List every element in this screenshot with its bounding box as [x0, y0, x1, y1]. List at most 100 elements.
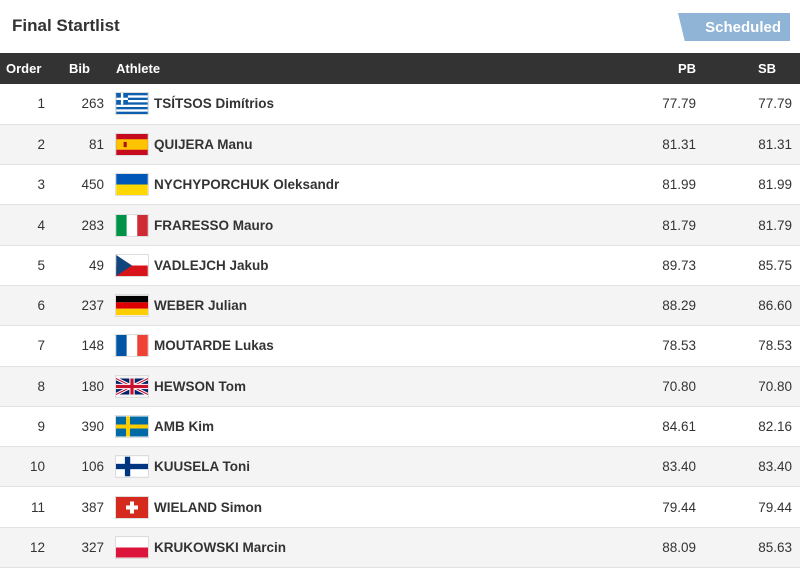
bib-cell: 263	[81, 96, 104, 112]
table-row[interactable]: 9 390 AMB Kim 84.61 82.16	[0, 406, 800, 447]
table-row[interactable]: 10 106 KUUSELA Toni 83.40 83.40	[0, 446, 800, 487]
athlete-cell: FRARESSO Mauro	[114, 205, 586, 245]
table-row[interactable]: 4 283 FRARESSO Mauro 81.79 81.79	[0, 204, 800, 246]
table-row[interactable]: 6 237 WEBER Julian 88.29 86.60	[0, 285, 800, 326]
pb-cell: 70.80	[662, 378, 696, 394]
pb-cell: 78.53	[662, 338, 696, 354]
athlete-name[interactable]: HEWSON Tom	[154, 378, 246, 394]
pb-cell: 88.09	[662, 539, 696, 555]
table-row[interactable]: 11 387 WIELAND Simon 79.44 79.44	[0, 486, 800, 528]
sb-cell: 82.16	[758, 419, 792, 435]
athlete-name[interactable]: KRUKOWSKI Marcin	[154, 539, 287, 555]
startlist-table: Order Bib Athlete PB SB 1 263 TSÍTSOS Dimí…	[0, 53, 800, 568]
table-row[interactable]: 5 49 VADLEJCH Jakub 89.73 85.75	[0, 245, 800, 286]
sb-cell: 81.31	[758, 136, 792, 152]
athlete-name[interactable]: WEBER Julian	[154, 298, 248, 314]
bib-cell: 148	[81, 338, 104, 354]
athlete-name[interactable]: FRARESSO Mauro	[154, 217, 274, 233]
status-badge: Scheduled	[678, 13, 790, 41]
italy-flag-icon	[116, 214, 148, 236]
row-action-cell	[792, 84, 800, 124]
column-header-actions	[792, 53, 800, 84]
athlete-name[interactable]: QUIJERA Manu	[154, 136, 253, 152]
order-cell: 9	[37, 419, 45, 435]
row-action-cell	[792, 245, 800, 285]
order-cell: 8	[37, 378, 45, 394]
bib-cell: 387	[81, 499, 104, 515]
pb-cell: 79.44	[662, 499, 696, 515]
sb-cell: 85.63	[758, 539, 792, 555]
sb-cell: 70.80	[758, 378, 792, 394]
bib-cell: 180	[81, 378, 104, 394]
order-cell: 12	[29, 539, 45, 555]
athlete-cell: QUIJERA Manu	[114, 124, 586, 164]
pb-cell: 81.31	[662, 136, 696, 152]
spain-flag-icon	[116, 133, 148, 155]
row-action-cell	[792, 165, 800, 205]
order-cell: 2	[37, 136, 45, 152]
sweden-flag-icon	[116, 416, 148, 437]
switzerland-flag-icon	[116, 496, 148, 518]
athlete-name[interactable]: AMB Kim	[154, 419, 214, 435]
pb-cell: 89.73	[662, 257, 696, 273]
ukraine-flag-icon	[116, 174, 148, 196]
athlete-cell: KRUKOWSKI Marcin	[114, 527, 586, 567]
athlete-cell: VADLEJCH Jakub	[114, 245, 586, 285]
order-cell: 1	[37, 96, 45, 112]
startlist-header: Final Startlist Scheduled	[0, 0, 800, 53]
table-row[interactable]: 2 81 QUIJERA Manu 81.31 81.31	[0, 124, 800, 165]
athlete-cell: AMB Kim	[114, 406, 586, 446]
column-header-athlete[interactable]: Athlete	[116, 61, 161, 76]
order-cell: 6	[37, 298, 45, 314]
athlete-name[interactable]: TSÍTSOS Dimítrios	[154, 96, 275, 112]
order-cell: 10	[29, 459, 45, 475]
athlete-cell: NYCHYPORCHUK Oleksandr	[114, 165, 586, 205]
athlete-name[interactable]: VADLEJCH Jakub	[154, 257, 269, 273]
row-action-cell	[792, 527, 800, 567]
pb-cell: 81.79	[662, 217, 696, 233]
column-header-sb[interactable]: SB	[757, 61, 776, 76]
poland-flag-icon	[116, 537, 148, 558]
athlete-name[interactable]: KUUSELA Toni	[154, 459, 250, 475]
bib-cell: 327	[81, 539, 104, 555]
bib-cell: 283	[81, 217, 104, 233]
row-action-cell	[792, 326, 800, 366]
athlete-name[interactable]: WIELAND Simon	[154, 499, 262, 515]
great-britain-flag-icon	[116, 376, 148, 397]
table-row[interactable]: 12 327 KRUKOWSKI Marcin 88.09 85.63	[0, 527, 800, 568]
table-row[interactable]: 3 450 NYCHYPORCHUK Oleksandr 81.99 81.99	[0, 164, 800, 205]
column-header-order[interactable]: Order	[6, 61, 42, 76]
table-row[interactable]: 8 180 HEWSON Tom 70.80 70.80	[0, 366, 800, 407]
sb-cell: 85.75	[758, 257, 792, 273]
table-row[interactable]: 1 263 TSÍTSOS Dimítrios 77.79 77.79	[0, 84, 800, 125]
bib-cell: 450	[81, 177, 104, 193]
pb-cell: 88.29	[662, 298, 696, 314]
table-row[interactable]: 7 148 MOUTARDE Lukas 78.53 78.53	[0, 325, 800, 367]
athlete-cell: KUUSELA Toni	[114, 447, 586, 487]
athlete-cell: WEBER Julian	[114, 285, 586, 325]
athlete-name[interactable]: MOUTARDE Lukas	[154, 338, 274, 354]
row-action-cell	[792, 285, 800, 325]
bib-cell: 106	[81, 459, 104, 475]
athlete-name[interactable]: NYCHYPORCHUK Oleksandr	[154, 177, 340, 193]
order-cell: 7	[37, 338, 45, 354]
row-action-cell	[792, 406, 800, 446]
column-header-pb[interactable]: PB	[677, 61, 696, 76]
sb-cell: 86.60	[758, 298, 792, 314]
row-action-cell	[792, 447, 800, 487]
pb-cell: 81.99	[662, 177, 696, 193]
bib-cell: 237	[81, 298, 104, 314]
pb-cell: 77.79	[662, 96, 696, 112]
pb-cell: 83.40	[662, 459, 696, 475]
column-header-bib[interactable]: Bib	[69, 61, 90, 76]
order-cell: 3	[37, 177, 45, 193]
sb-cell: 78.53	[758, 338, 792, 354]
athlete-cell: MOUTARDE Lukas	[114, 326, 586, 366]
sb-cell: 77.79	[758, 96, 792, 112]
sb-cell: 83.40	[758, 459, 792, 475]
finland-flag-icon	[116, 456, 148, 477]
athlete-cell: WIELAND Simon	[114, 487, 586, 527]
france-flag-icon	[116, 335, 148, 357]
order-cell: 11	[30, 499, 45, 515]
pb-cell: 84.61	[662, 419, 696, 435]
